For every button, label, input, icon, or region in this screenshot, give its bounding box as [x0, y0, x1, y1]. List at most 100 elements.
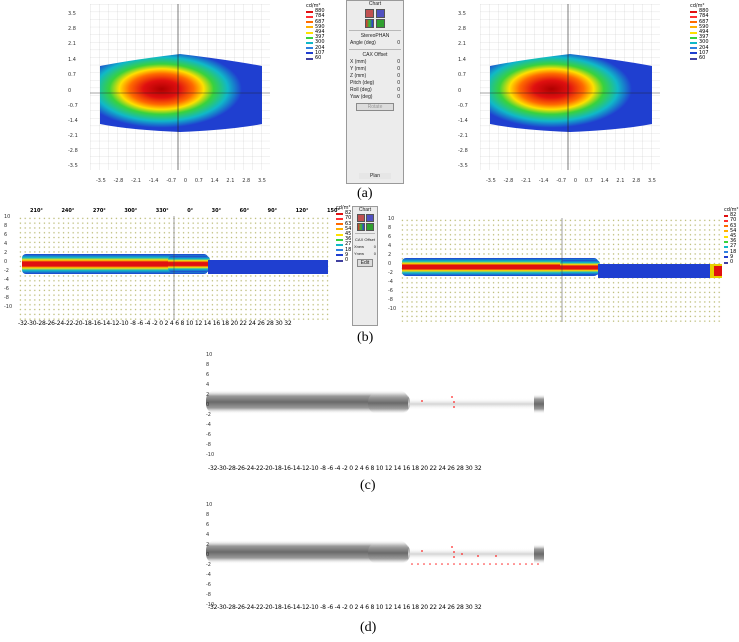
yaw-value[interactable]: 0 [397, 94, 400, 100]
y-tick: 8 [4, 223, 8, 229]
y-tick: -10 [388, 306, 397, 312]
pitch-value[interactable]: 0 [397, 80, 400, 86]
y-tick: -2.8 [458, 148, 468, 154]
y-tick: -2 [4, 268, 9, 274]
panel-b-left-legend: cd/m² 82 70 63 54 45 36 27 18 9 0 [336, 205, 351, 263]
angle-label: 240° [61, 208, 75, 214]
marker-dot [429, 563, 431, 565]
y-tick: -1.4 [458, 118, 468, 124]
legend-item: 204 [306, 45, 325, 51]
y-tick: 0 [68, 88, 72, 94]
x-value[interactable]: 0 [397, 59, 400, 65]
legend-item: 590 [690, 24, 709, 30]
y-tick: -2 [388, 270, 393, 276]
y-tick: -0.7 [458, 103, 468, 109]
grid-icon[interactable] [376, 9, 385, 18]
green-icon[interactable] [376, 19, 385, 28]
legend-item: 494 [690, 29, 709, 35]
marker-dot [507, 563, 509, 565]
y-tick: 6 [206, 372, 210, 378]
ynew-value[interactable]: 0 [373, 251, 376, 256]
x-tick: -1.4 [148, 178, 159, 184]
legend-item: 0 [724, 259, 738, 265]
x-tick: 0.7 [584, 178, 593, 184]
legend-item: 63 [724, 223, 738, 229]
chart-icon[interactable] [365, 9, 374, 18]
marker-dot [519, 563, 521, 565]
y-tick: 2 [206, 392, 210, 398]
offset-row: Z (mm) 0 [350, 73, 400, 79]
x-tick: 2.8 [242, 178, 251, 184]
y-tick: -2.1 [68, 133, 78, 139]
angle-row: Angle (deg) 0 [347, 40, 403, 47]
color-icon[interactable] [365, 19, 374, 28]
rotate-button[interactable]: Rotate [356, 103, 394, 111]
y-tick: 4 [388, 243, 392, 249]
grid-icon[interactable] [365, 214, 374, 222]
chart-icons [347, 9, 403, 18]
y-tick: 8 [206, 362, 210, 368]
y-value[interactable]: 0 [397, 66, 400, 72]
y-tick: -10 [206, 452, 215, 458]
x-tick: -0.7 [166, 178, 177, 184]
y-tick: -10 [206, 602, 215, 608]
edit-button[interactable]: Edit [357, 259, 373, 267]
y-tick: -8 [206, 592, 211, 598]
offset-row: Yaw (deg) 0 [350, 94, 400, 100]
legend-item: 82 [724, 212, 738, 218]
legend-unit: cd/m² [724, 207, 739, 213]
legend-item: 107 [690, 50, 709, 56]
y-tick: -2.1 [458, 133, 468, 139]
angle-label: Angle (deg) [350, 40, 376, 46]
ynew-row: Ynew 0 [354, 251, 376, 256]
legend-item: 82 [336, 210, 351, 216]
y-tick: 2.1 [68, 41, 76, 47]
angle-label: 270° [92, 208, 106, 214]
angle-label: 0° [187, 208, 194, 214]
legend-item: 397 [306, 35, 325, 40]
y-tick: -6 [388, 288, 393, 294]
xnew-value[interactable]: 0 [373, 244, 376, 249]
xnew-row: Xnew 0 [354, 244, 376, 249]
legend-item: 0 [336, 257, 351, 263]
green-icon[interactable] [365, 223, 374, 231]
caption-d: (d) [360, 620, 377, 635]
panel-b-right-legend: cd/m² 82 70 63 54 45 36 27 18 9 0 [724, 207, 739, 265]
z-value[interactable]: 0 [397, 73, 400, 79]
color-icon[interactable] [356, 223, 365, 231]
roll-value[interactable]: 0 [397, 87, 400, 93]
y-tick: -8 [206, 442, 211, 448]
angle-label: 90° [267, 208, 278, 214]
y-tick: 10 [206, 502, 213, 508]
panel-a-left-xticks: -3.5 -2.8 -2.1 -1.4 -0.7 0 0.7 1.4 2.1 2… [96, 178, 266, 184]
legend-unit: cd/m² [306, 3, 321, 9]
legend-item: 300 [306, 40, 325, 45]
legend-item: 45 [724, 233, 738, 239]
y-tick: 4 [206, 532, 210, 538]
chart-icons [353, 214, 377, 222]
x-tick: 1.4 [600, 178, 609, 184]
chart-icon[interactable] [356, 214, 365, 222]
y-tick: 10 [388, 216, 395, 222]
marker-dot [525, 563, 527, 565]
offset-row: X (mm) 0 [350, 59, 400, 65]
x-tick: -1.4 [538, 178, 549, 184]
marker-dot [531, 563, 533, 565]
panel-a-left-legend: cd/m² 880 784 687 590 494 397 300 204 10… [306, 3, 325, 61]
angle-label: 300° [124, 208, 138, 214]
legend-item: 9 [336, 252, 351, 258]
y-tick: 0.7 [458, 72, 466, 78]
legend-item: 687 [690, 19, 709, 25]
legend-item: 107 [306, 50, 325, 56]
legend-item: 784 [306, 14, 325, 19]
marker-dot [435, 563, 437, 565]
y-tick: 2 [388, 252, 392, 258]
marker-dot [417, 563, 419, 565]
y-tick: 4 [4, 241, 8, 247]
marker-dot [495, 563, 497, 565]
plan-button[interactable]: Plan [359, 173, 391, 179]
y-tick: 0.7 [68, 72, 76, 78]
y-tick: -4 [388, 279, 393, 285]
y-tick: -6 [206, 432, 211, 438]
angle-value[interactable]: 0 [397, 40, 400, 46]
